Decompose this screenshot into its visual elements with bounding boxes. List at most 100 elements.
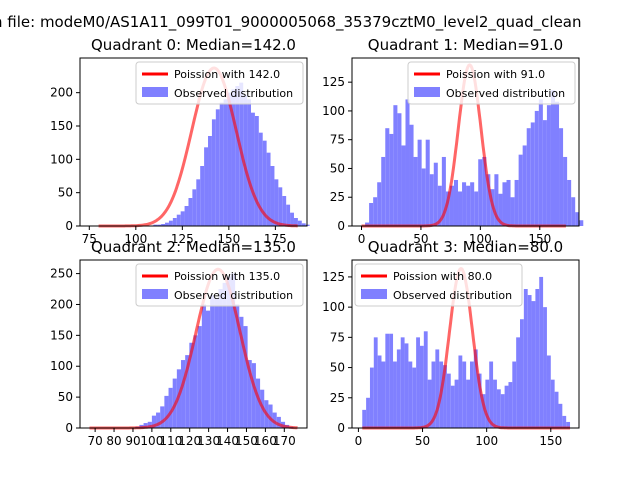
histogram-bar <box>477 373 482 428</box>
x-tick-label: 150 <box>539 434 562 448</box>
histogram-bar <box>462 182 467 226</box>
histogram-bar <box>153 224 158 226</box>
figure-suptitle: n file: modeM0/AS1A11_099T01_9000005068_… <box>0 13 582 32</box>
y-tick-label: 50 <box>330 361 345 375</box>
x-tick-label: 50 <box>413 232 428 246</box>
histogram-bar <box>193 335 198 428</box>
legend-label: Observed distribution <box>393 289 512 302</box>
subplot-quadrant-0: 75 100 125 150 175 0 50 100 150 200 Poission with … <box>50 36 310 246</box>
y-tick-label: 75 <box>330 133 345 147</box>
histogram-bar <box>290 212 294 226</box>
histogram-bar <box>412 367 417 428</box>
x-tick-label: 100 <box>140 434 163 448</box>
histogram-bar <box>239 316 244 428</box>
histogram-bar <box>531 301 536 428</box>
x-tick-label: 120 <box>178 434 201 448</box>
histogram-bar <box>230 273 236 428</box>
histogram-bar <box>441 156 446 226</box>
histogram-bar <box>197 326 202 428</box>
histogram-bar <box>496 389 501 428</box>
histogram-bar <box>427 379 432 428</box>
histogram-bar <box>366 397 370 428</box>
histogram-bar <box>165 222 169 226</box>
subplot-title: Quadrant 2: Median=135.0 <box>91 238 296 256</box>
histogram-bar <box>518 154 523 226</box>
histogram-bar <box>500 394 505 428</box>
histogram-bar <box>235 86 240 226</box>
y-tick-label: 125 <box>322 270 345 284</box>
y-tick-label: 75 <box>330 330 345 344</box>
histogram-bar <box>543 307 547 428</box>
histogram-bar <box>243 95 248 226</box>
y-tick-label: 150 <box>50 119 73 133</box>
histogram-bar <box>181 360 186 428</box>
legend-label: Poission with 135.0 <box>174 270 280 283</box>
histogram-bar <box>550 379 555 428</box>
histogram-bar <box>514 179 519 226</box>
histogram-bar <box>227 92 232 227</box>
histogram-bar <box>522 145 527 226</box>
histogram-bar <box>184 206 189 226</box>
histogram-bar <box>558 403 563 428</box>
x-tick-label: 70 <box>87 434 102 448</box>
histogram-bar <box>204 147 209 226</box>
x-tick-label: 100 <box>469 232 492 246</box>
histogram-bar <box>286 204 291 226</box>
histogram-bar <box>443 365 447 428</box>
histogram-bar <box>404 343 409 428</box>
histogram-bar <box>255 378 261 428</box>
subplot-quadrant-1: 0 50 100 150 0 25 50 75 100 125 Poission with 91.0… <box>322 36 584 246</box>
histogram-bar <box>405 99 410 226</box>
histogram-bar <box>494 174 499 226</box>
x-tick-label: 90 <box>125 434 140 448</box>
histogram-bar <box>409 124 414 226</box>
histogram-bar <box>486 174 491 226</box>
histogram-bar <box>393 105 398 226</box>
legend-label: Poission with 142.0 <box>174 68 280 81</box>
y-tick-label: 0 <box>337 219 345 233</box>
histogram-bar <box>504 385 509 428</box>
histogram-bar <box>462 361 467 428</box>
histogram-bar <box>272 412 277 428</box>
legend-label: Poission with 91.0 <box>446 68 545 81</box>
legend-label: Observed distribution <box>174 87 293 100</box>
x-tick-label: 0 <box>355 434 363 448</box>
axes-frame <box>351 57 580 227</box>
histogram-bar <box>454 379 459 428</box>
histogram-bar <box>534 110 539 226</box>
histogram-bar <box>223 99 228 226</box>
histogram-bar <box>243 326 248 428</box>
histogram-bar <box>562 415 567 428</box>
histogram-bar <box>493 379 497 428</box>
histogram-bar <box>373 197 378 226</box>
histogram-bar <box>208 136 212 226</box>
histogram-bar <box>458 355 463 428</box>
x-tick-label: 130 <box>197 434 220 448</box>
x-tick-label: 100 <box>124 232 147 246</box>
histogram-bar <box>508 382 513 428</box>
y-tick-label: 200 <box>50 86 73 100</box>
legend-bar-swatch <box>361 289 387 299</box>
histogram-bar <box>222 282 227 428</box>
legend: Poission with 142.0 Observed distribution <box>135 61 304 105</box>
y-tick-label: 150 <box>50 328 73 342</box>
histogram-bar <box>180 211 185 226</box>
histogram-bar <box>478 159 483 226</box>
legend-bar-swatch <box>142 289 168 299</box>
histogram-bar <box>554 391 559 428</box>
histogram-bar <box>554 101 560 226</box>
x-tick-label: 125 <box>171 232 194 246</box>
histogram-bar <box>502 182 507 226</box>
histogram-bar <box>168 387 173 428</box>
histogram-bar <box>393 361 397 428</box>
histogram-bar <box>156 412 161 428</box>
legend-box <box>135 263 304 307</box>
histogram-bar <box>512 361 517 428</box>
y-tick-label: 100 <box>50 152 73 166</box>
histogram-bar <box>172 218 177 226</box>
histogram-bar <box>421 168 426 226</box>
histogram-bar <box>297 220 302 226</box>
legend-bar-swatch <box>142 87 168 97</box>
x-tick-label: 0 <box>358 232 366 246</box>
